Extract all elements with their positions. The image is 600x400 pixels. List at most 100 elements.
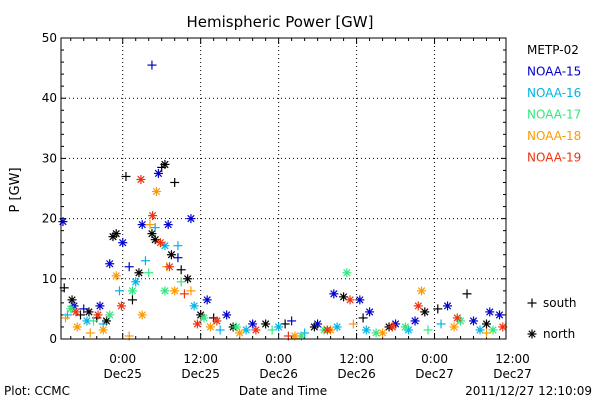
data-point-north bbox=[153, 168, 163, 178]
data-point-north bbox=[251, 325, 261, 335]
series-noaa-19 bbox=[71, 174, 508, 341]
data-point-north bbox=[116, 301, 126, 311]
data-point-north bbox=[332, 322, 342, 332]
x-tick-label-date: Dec26 bbox=[259, 367, 298, 381]
marker-legend-symbol bbox=[527, 329, 537, 339]
series-noaa-18 bbox=[61, 187, 492, 341]
y-tick-label: 50 bbox=[42, 31, 57, 45]
data-point-north bbox=[163, 220, 173, 230]
data-point-north bbox=[84, 307, 94, 317]
data-point-north bbox=[160, 286, 170, 296]
data-point-north bbox=[241, 325, 251, 335]
data-point-north bbox=[160, 241, 170, 251]
x-tick-label-time: 0:00 bbox=[265, 352, 292, 366]
data-point-north bbox=[183, 274, 193, 284]
x-tick-label-time: 0:00 bbox=[421, 352, 448, 366]
data-point-north bbox=[329, 289, 339, 299]
data-point-north bbox=[93, 310, 103, 320]
data-point-south bbox=[147, 60, 157, 70]
data-point-south bbox=[280, 319, 290, 329]
marker-legend-label: south bbox=[543, 296, 577, 310]
data-point-south bbox=[144, 268, 154, 278]
data-point-north bbox=[274, 322, 284, 332]
data-point-north bbox=[148, 211, 158, 221]
data-point-north bbox=[488, 325, 498, 335]
data-point-south bbox=[433, 304, 443, 314]
data-point-north bbox=[449, 322, 459, 332]
data-point-north bbox=[71, 307, 81, 317]
data-point-north bbox=[127, 286, 137, 296]
data-point-north bbox=[111, 271, 121, 281]
x-tick-label-date: Dec25 bbox=[181, 367, 220, 381]
data-point-north bbox=[469, 316, 479, 326]
data-point-north bbox=[137, 310, 147, 320]
data-point-south bbox=[186, 286, 196, 296]
series-noaa-15 bbox=[58, 60, 505, 329]
data-point-north bbox=[378, 328, 388, 338]
data-point-north bbox=[151, 187, 161, 197]
y-tick-label: 40 bbox=[42, 91, 57, 105]
data-point-south bbox=[267, 325, 277, 335]
data-point-south bbox=[85, 328, 95, 338]
x-tick-label-date: Dec27 bbox=[493, 367, 532, 381]
data-point-north bbox=[137, 220, 147, 230]
legend-entry: NOAA-15 bbox=[527, 65, 581, 79]
marker-legend-label: north bbox=[543, 327, 575, 341]
x-axis-label: Date and Time bbox=[239, 384, 327, 398]
data-point-south bbox=[176, 265, 186, 275]
y-tick-label: 0 bbox=[49, 332, 57, 346]
data-point-south bbox=[173, 241, 183, 251]
data-point-south bbox=[140, 256, 150, 266]
y-tick-label: 20 bbox=[42, 212, 57, 226]
legend-entry: NOAA-16 bbox=[527, 86, 581, 100]
data-point-south bbox=[88, 316, 98, 326]
y-tick-label: 10 bbox=[42, 272, 57, 286]
data-point-north bbox=[261, 319, 271, 329]
data-point-north bbox=[155, 238, 165, 248]
data-point-north bbox=[342, 268, 352, 278]
y-axis-label: P [GW] bbox=[8, 167, 23, 212]
series-metp-02 bbox=[59, 159, 492, 332]
data-point-north bbox=[105, 259, 115, 269]
data-point-south bbox=[61, 313, 71, 323]
data-point-north bbox=[118, 238, 128, 248]
data-point-north bbox=[202, 295, 212, 305]
data-point-north bbox=[413, 301, 423, 311]
legend-entry: NOAA-19 bbox=[527, 151, 581, 165]
x-tick-label-date: Dec27 bbox=[415, 367, 454, 381]
data-points bbox=[58, 60, 508, 341]
data-point-north bbox=[212, 316, 222, 326]
data-point-north bbox=[361, 325, 371, 335]
data-point-south bbox=[482, 328, 492, 338]
data-point-north bbox=[67, 295, 77, 305]
data-point-north bbox=[82, 316, 92, 326]
plot-credit: Plot: CCMC bbox=[4, 384, 70, 398]
data-point-north bbox=[131, 277, 141, 287]
timestamp: 2011/12/27 12:10:09 bbox=[465, 384, 592, 398]
y-tick-label: 30 bbox=[42, 151, 57, 165]
x-tick-label-time: 12:00 bbox=[339, 352, 374, 366]
data-point-north bbox=[166, 250, 176, 260]
data-point-north bbox=[164, 262, 174, 272]
data-point-south bbox=[176, 277, 186, 287]
data-point-south bbox=[127, 295, 137, 305]
data-point-south bbox=[79, 304, 89, 314]
data-point-north bbox=[475, 325, 485, 335]
data-point-north bbox=[136, 174, 146, 184]
data-point-north bbox=[72, 322, 82, 332]
data-point-south bbox=[170, 177, 180, 187]
data-point-north bbox=[170, 286, 180, 296]
legend-entry: NOAA-17 bbox=[527, 108, 581, 122]
data-point-north bbox=[482, 319, 492, 329]
data-point-north bbox=[485, 307, 495, 317]
legend-entry: METP-02 bbox=[527, 43, 579, 57]
x-tick-label-date: Dec25 bbox=[103, 367, 142, 381]
data-point-south bbox=[145, 220, 155, 230]
data-point-north bbox=[410, 316, 420, 326]
data-point-north bbox=[387, 322, 397, 332]
x-tick-label-date: Dec26 bbox=[337, 367, 376, 381]
x-tick-label-time: 12:00 bbox=[183, 352, 218, 366]
data-point-south bbox=[436, 319, 446, 329]
data-point-north bbox=[222, 310, 232, 320]
data-point-south bbox=[423, 325, 433, 335]
